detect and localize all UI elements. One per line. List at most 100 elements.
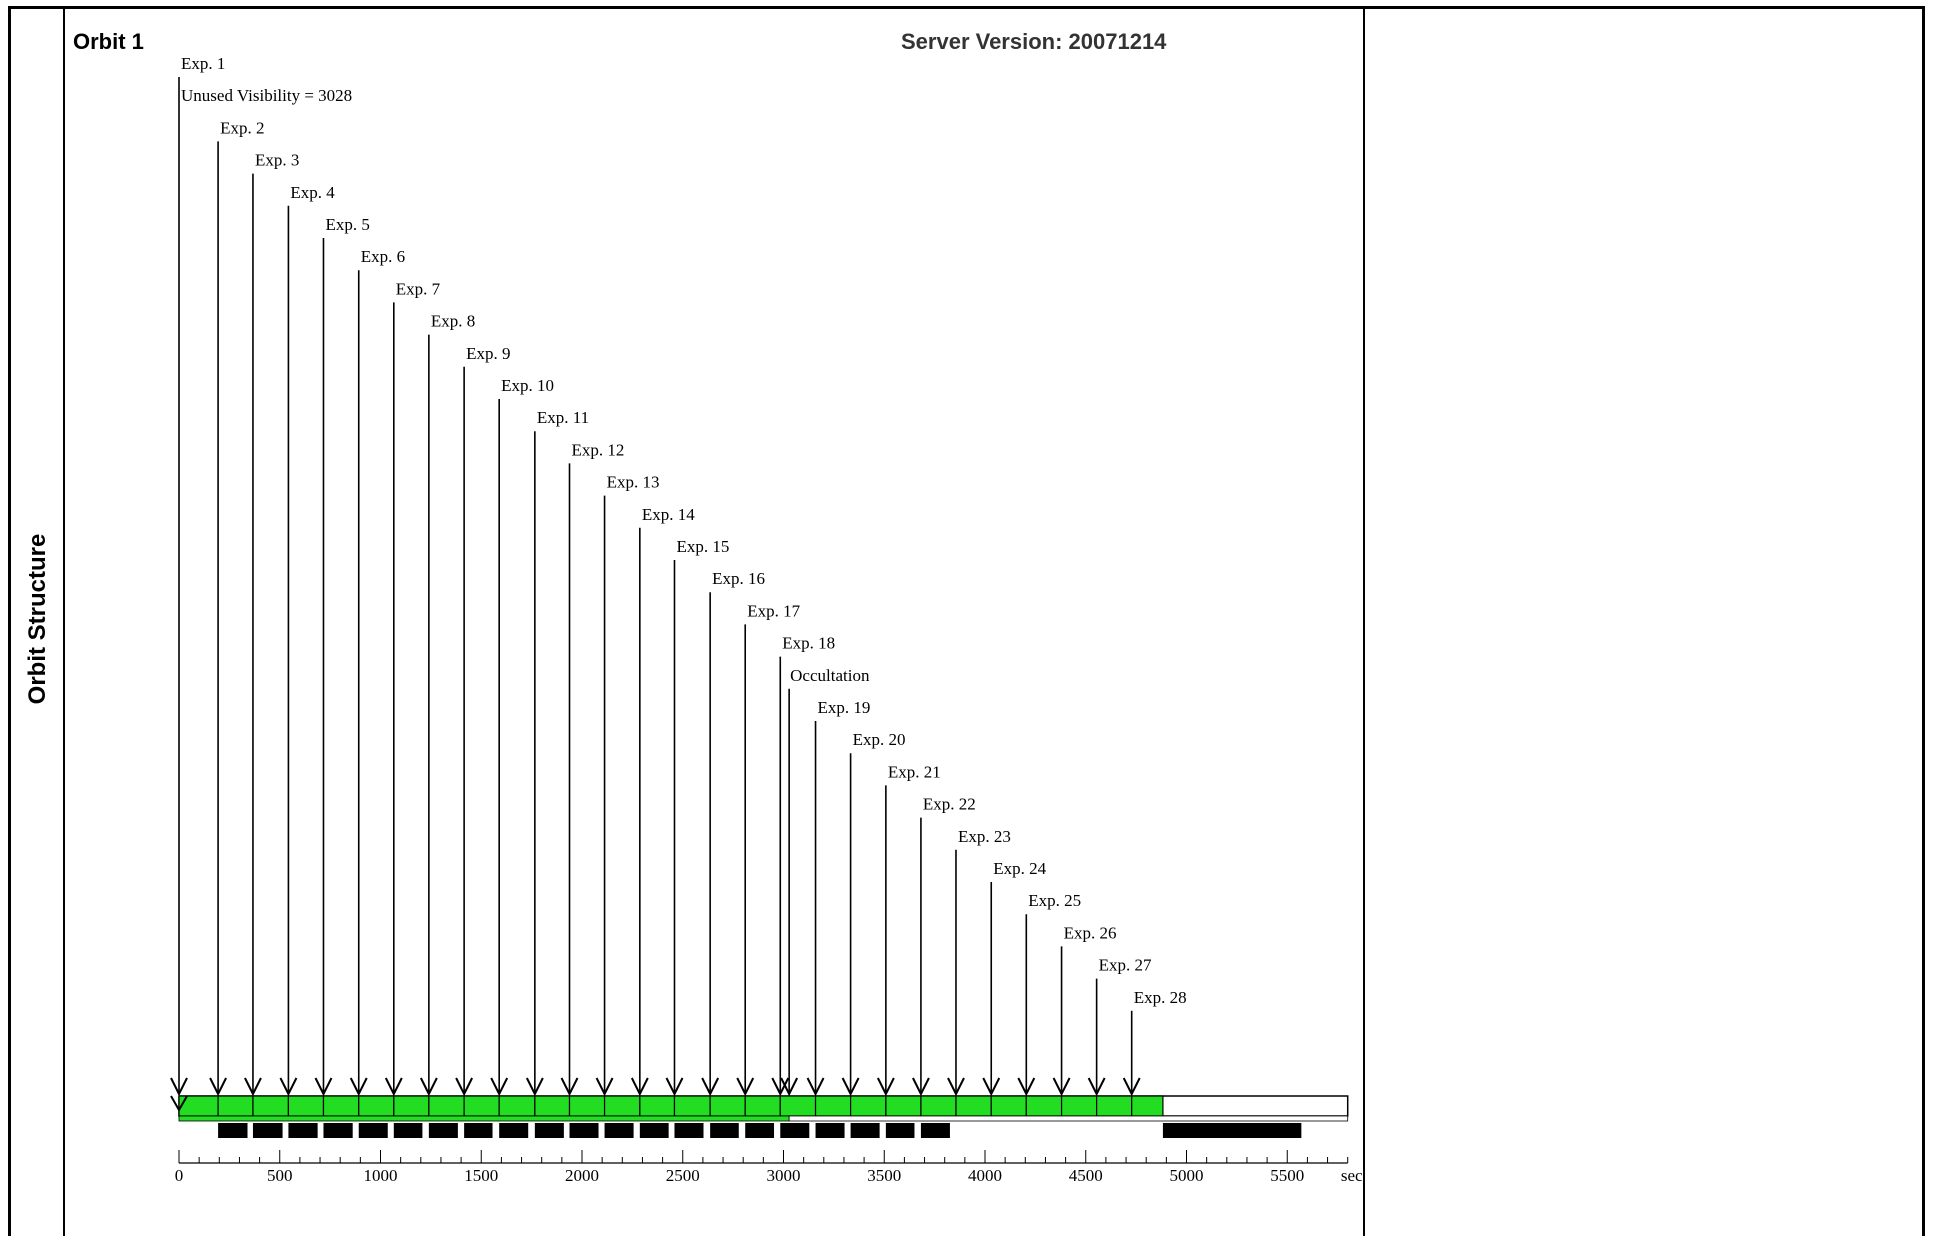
exposure-segment	[217, 1095, 254, 1117]
exposure-segment	[1025, 1095, 1063, 1117]
exposure-arrow-head	[419, 1077, 438, 1097]
tick-label: 1000	[364, 1166, 398, 1185]
readout-block	[604, 1123, 634, 1138]
exposure-arrow-head	[912, 1077, 930, 1097]
exposure-label: Exp. 12	[572, 440, 625, 459]
readout-block	[850, 1123, 880, 1138]
exposure-arrow-head	[736, 1077, 755, 1097]
exposure-segment	[779, 1095, 817, 1117]
exposure-segment	[252, 1095, 290, 1117]
exposure-label: Exp. 5	[325, 215, 369, 234]
exposure-label: Exp. 4	[290, 183, 335, 202]
exposure-label: Exp. 26	[1064, 923, 1117, 942]
exposure-segment	[709, 1095, 746, 1117]
exposure-label: Exp. 23	[958, 827, 1011, 846]
exposure-segment	[639, 1095, 676, 1117]
orbit-title: Orbit 1	[73, 29, 144, 54]
readout-block	[780, 1123, 810, 1138]
exposure-label: Exp. 13	[607, 473, 660, 492]
exposure-segment	[393, 1095, 430, 1117]
exposure-label: Exp. 10	[501, 376, 554, 395]
readout-block	[393, 1123, 423, 1138]
side-column: Orbit Structure	[11, 9, 65, 1236]
exposure-arrow-head	[244, 1077, 262, 1097]
start-arrow-head	[170, 1095, 188, 1113]
readout-block	[920, 1123, 950, 1138]
exposure-label: Exp. 2	[220, 118, 264, 137]
exposure-arrow-head	[665, 1077, 684, 1097]
exposure-label: Exp. 27	[1099, 956, 1152, 975]
exposure-arrow-head	[982, 1077, 1001, 1097]
exposure-segment	[744, 1095, 781, 1117]
tick-label: 500	[267, 1166, 293, 1185]
exposure-label: Exp. 9	[466, 344, 510, 363]
exposure-segment	[955, 1095, 992, 1117]
readout-block	[815, 1123, 845, 1138]
exposure-label: Exp. 19	[818, 698, 871, 717]
axis-unit-label: sec	[1341, 1166, 1363, 1185]
tick-label: 3000	[767, 1166, 801, 1185]
readout-block	[710, 1123, 739, 1138]
exposure-arrow-head	[1052, 1077, 1071, 1097]
readout-block	[499, 1123, 529, 1138]
exposure-arrow-head	[841, 1077, 860, 1097]
tick-label: 1500	[464, 1166, 498, 1185]
exposure-arrow-head	[1017, 1077, 1036, 1097]
exposure-label: Exp. 20	[853, 730, 906, 749]
orbit-timeline: Exp. 1 Unused Visibility = 3028 Exp. 2 Exp.…	[170, 54, 1363, 1185]
exposure-label: Exp. 3	[255, 151, 299, 170]
readout-block	[358, 1123, 388, 1138]
exposure-segment	[534, 1095, 571, 1117]
exposure-segment	[428, 1095, 465, 1117]
exposure-arrow-head	[279, 1077, 298, 1097]
exposure-arrow-head	[560, 1077, 579, 1097]
readout-block	[218, 1123, 248, 1138]
tick-label: 4500	[1069, 1166, 1103, 1185]
exposure-segment	[1060, 1095, 1098, 1117]
exposure-label: Exp. 1	[181, 54, 225, 73]
exposure-arrow-head	[525, 1077, 544, 1097]
exposure-label: Exp. 14	[642, 505, 695, 524]
exposure-segment	[849, 1095, 887, 1117]
diagram-column	[65, 9, 1365, 1236]
right-column	[1365, 9, 1922, 1236]
exposure-segment	[1131, 1095, 1164, 1117]
exposure-arrow-head	[876, 1077, 895, 1097]
exposure-segment	[568, 1095, 606, 1117]
exposure-segment	[322, 1095, 360, 1117]
exposure-arrow-head	[630, 1077, 649, 1097]
readout-block	[639, 1123, 669, 1138]
exposure-segment	[885, 1095, 922, 1117]
exposure-segment	[1096, 1095, 1133, 1117]
exposure-arrow-head	[455, 1077, 474, 1097]
exposure-segment	[814, 1095, 852, 1117]
exposure-arrow-head	[170, 1077, 188, 1097]
exposure-arrow-head	[806, 1077, 825, 1097]
exposure-segment	[920, 1095, 957, 1117]
occultation-arrow-head	[780, 1077, 799, 1097]
exposure-label: Exp. 15	[676, 537, 729, 556]
exposure-arrow-head	[771, 1077, 790, 1097]
tick-label: 2000	[565, 1166, 599, 1185]
tick-label: 5500	[1270, 1166, 1304, 1185]
tick-label: 0	[175, 1166, 184, 1185]
exposure-arrow-head	[701, 1077, 720, 1097]
exposure-label: Exp. 25	[1028, 891, 1081, 910]
exposure-label: Exp. 21	[888, 762, 941, 781]
exposure-arrow-head	[1122, 1077, 1141, 1097]
exposure-label: Exp. 28	[1134, 988, 1187, 1007]
readout-block	[252, 1123, 283, 1138]
exposure-label: Exp. 24	[993, 859, 1046, 878]
exposure-segment	[603, 1095, 641, 1117]
exposure-label: Exp. 6	[361, 247, 405, 266]
readout-block	[745, 1123, 775, 1138]
tick-label: 4000	[968, 1166, 1002, 1185]
server-version: Server Version: 20071214	[901, 29, 1167, 54]
tick-label: 2500	[666, 1166, 700, 1185]
exposure-label: Exp. 18	[782, 634, 835, 653]
readout-block	[885, 1123, 915, 1138]
occultation-strip	[788, 1115, 1349, 1122]
tick-label: 5000	[1170, 1166, 1204, 1185]
exposure-label: Exp. 8	[431, 312, 475, 331]
exposure-segment	[463, 1095, 500, 1117]
